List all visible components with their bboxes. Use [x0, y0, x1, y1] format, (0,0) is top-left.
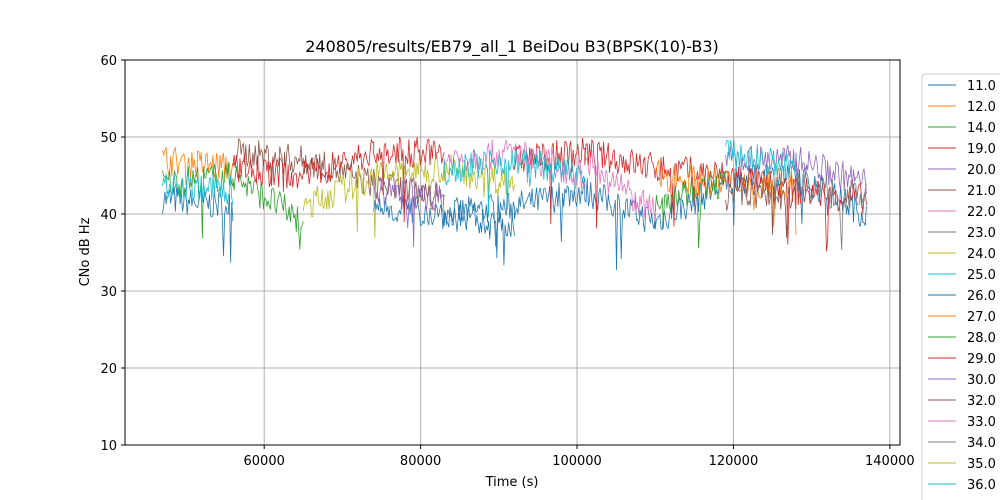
legend-label: 23.0	[967, 226, 996, 241]
legend-label: 22.0	[967, 205, 996, 220]
legend-label: 30.0	[967, 373, 996, 388]
chart-title: 240805/results/EB79_all_1 BeiDou B3(BPSK…	[305, 37, 719, 57]
series-line-30.0	[373, 176, 445, 247]
series-line-11.0	[162, 160, 867, 271]
legend-label: 14.0	[967, 121, 996, 136]
series-line-19.0	[514, 137, 867, 252]
x-tick-label: 120000	[709, 454, 759, 469]
legend-label: 28.0	[967, 331, 996, 346]
plot-frame	[124, 59, 901, 446]
legend-label: 20.0	[967, 163, 996, 178]
series-line-25.0	[443, 138, 797, 217]
legend-label: 11.0	[967, 79, 996, 94]
legend-label: 27.0	[967, 310, 996, 325]
y-tick-label: 50	[100, 131, 117, 146]
series-line-24.0	[302, 154, 515, 238]
series-line-27.0	[655, 159, 797, 235]
legend-label: 29.0	[967, 352, 996, 367]
x-tick-label: 60000	[244, 454, 285, 469]
y-tick-label: 40	[100, 208, 117, 223]
series-line-20.0	[725, 145, 867, 195]
legend: 11.0 12.0 14.0 19.0 20.0 21.0 22.0 23.0 24.0 25.0…	[921, 73, 1000, 500]
y-tick-label: 60	[100, 54, 117, 69]
series-line-26.0	[373, 195, 515, 266]
legend-label: 19.0	[967, 142, 996, 157]
series-line-32.0	[725, 177, 797, 238]
x-axis-label: Time (s)	[485, 475, 539, 490]
legend-label: 35.0	[967, 457, 996, 472]
legend-label: 34.0	[967, 436, 996, 451]
legend-label: 33.0	[967, 415, 996, 430]
series-line-23.0	[795, 172, 867, 250]
series-line-36.0	[162, 172, 234, 205]
legend-label: 21.0	[967, 184, 996, 199]
legend-label: 12.0	[967, 100, 996, 115]
series-line-28.0	[654, 171, 726, 249]
series-line-29.0	[232, 136, 445, 223]
legend-label: 32.0	[967, 394, 996, 409]
legend-label: 26.0	[967, 289, 996, 304]
legend-label: 25.0	[967, 268, 996, 283]
x-tick-label: 80000	[400, 454, 441, 469]
series-line-33.0	[584, 149, 656, 223]
legend-label: 24.0	[967, 247, 996, 262]
y-axis-label: CNo dB Hz	[78, 217, 93, 286]
series-line-12.0	[162, 146, 234, 186]
y-tick-label: 20	[100, 362, 117, 377]
series-line-21.0	[232, 137, 445, 213]
y-tick-label: 30	[100, 285, 117, 300]
y-tick-label: 10	[100, 439, 117, 454]
legend-label: 36.0	[967, 478, 996, 493]
x-tick-label: 100000	[552, 454, 602, 469]
x-tick-label: 140000	[865, 454, 915, 469]
